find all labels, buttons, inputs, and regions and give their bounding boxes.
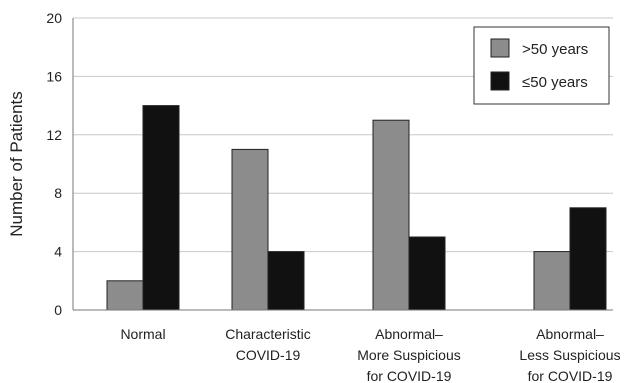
legend-label-over-50: >50 years	[522, 41, 588, 58]
bar-over-50-3	[533, 251, 571, 311]
category-label: Abnormal– Less Suspicious for COVID-19	[519, 326, 620, 383]
bar-over-50-0	[106, 280, 144, 311]
bars	[106, 105, 607, 311]
category-label: Characteristic COVID-19	[225, 326, 311, 363]
y-tick-label: 12	[46, 127, 62, 143]
category-label: Abnormal– More Suspicious for COVID-19	[357, 326, 461, 383]
bar-under-50-1	[267, 251, 305, 311]
bar-under-50-3	[569, 207, 607, 311]
y-axis-ticks: 0 4 8 12 16 20	[46, 10, 62, 318]
bar-under-50-2	[408, 236, 446, 311]
y-axis-label: Number of Patients	[7, 91, 26, 237]
y-tick-label: 8	[54, 185, 62, 201]
category-label: Normal	[120, 326, 165, 342]
bar-over-50-2	[372, 119, 410, 311]
legend: >50 years ≤50 years	[473, 26, 610, 105]
legend-swatch-over-50	[490, 38, 510, 58]
legend-label-under-50: ≤50 years	[522, 74, 588, 91]
y-tick-label: 0	[54, 302, 62, 318]
y-tick-label: 4	[54, 244, 62, 260]
y-tick-label: 16	[46, 68, 62, 84]
legend-box	[473, 26, 610, 105]
bar-under-50-0	[142, 105, 180, 311]
legend-swatch-under-50	[490, 71, 510, 91]
y-tick-label: 20	[46, 10, 62, 26]
bar-over-50-1	[231, 148, 269, 311]
category-labels: Normal Characteristic COVID-19 Abnormal– Mor…	[120, 326, 620, 383]
